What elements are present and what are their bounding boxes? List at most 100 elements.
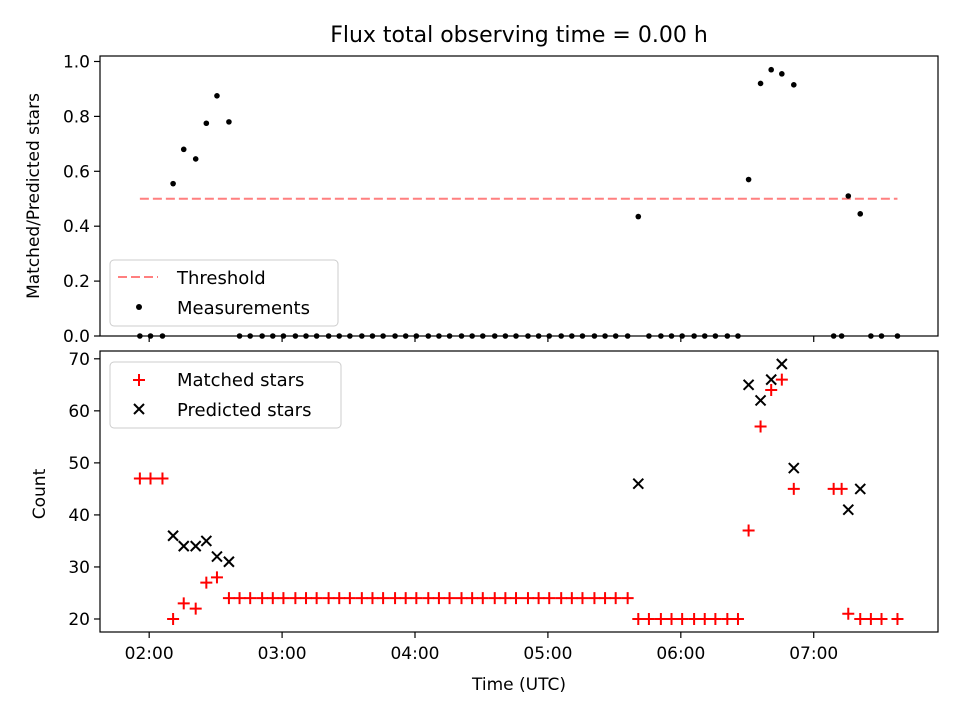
measurement-point [845, 193, 852, 199]
matched-star-point [466, 592, 479, 605]
count-legend-box [109, 361, 342, 429]
matched-star-point [875, 612, 888, 625]
ratio-y-tick-label: 1.0 [63, 52, 90, 72]
x-tick-label: 03:00 [258, 644, 307, 664]
matched-star-point [543, 592, 556, 605]
matched-star-point [609, 592, 622, 605]
matched-star-point [244, 592, 257, 605]
matched-star-point [177, 597, 190, 610]
legend-measurements-label: Measurements [177, 298, 310, 319]
matched-star-point [688, 612, 701, 625]
predicted-star-point [178, 540, 190, 552]
matched-star-point [200, 576, 213, 589]
count-y-tick-label: 30 [68, 558, 90, 578]
measurement-point [192, 156, 199, 162]
predicted-star-point [788, 462, 800, 474]
matched-star-point [532, 592, 545, 605]
matched-star-point [588, 592, 601, 605]
count-y-tick-label: 60 [68, 402, 90, 422]
predicted-star-point [776, 358, 788, 370]
predicted-star-point [842, 504, 854, 516]
matched-star-point [455, 592, 468, 605]
matched-star-point [864, 612, 877, 625]
matched-star-point [300, 592, 313, 605]
matched-star-point [322, 592, 335, 605]
matched-star-point [233, 592, 246, 605]
matched-star-point [621, 592, 634, 605]
matched-star-point [565, 592, 578, 605]
chart-title: Flux total observing time = 0.00 h [330, 23, 708, 48]
measurement-point [768, 66, 774, 73]
matched-star-point [366, 592, 379, 605]
measurement-point [226, 119, 232, 125]
measurement-point [214, 93, 220, 99]
ratio-y-tick-label: 0.2 [63, 272, 90, 292]
ratio-y-tick-label: 0.4 [63, 217, 90, 237]
matched-star-point [854, 612, 867, 625]
matched-star-point [891, 612, 904, 625]
matched-star-point [632, 612, 645, 625]
ratio-y-tick-label: 0.8 [63, 107, 90, 127]
matched-star-point [144, 472, 157, 485]
predicted-star-point [632, 477, 644, 490]
measurement-point [779, 71, 785, 77]
count-panel: 20 30 40 50 60 70 02:00 03:00 04:00 05:00 06:00 07… [30, 350, 939, 695]
matched-star-point [775, 373, 788, 386]
measurement-point [757, 80, 764, 87]
matched-star-point [476, 592, 489, 605]
matched-star-point [488, 592, 501, 605]
predicted-star-point [200, 535, 213, 547]
matched-star-point [266, 592, 279, 605]
matched-star-point [555, 592, 568, 605]
ratio-panel: 0.0 0.2 0.4 0.6 0.8 1.0 Matched/Predicted sta… [24, 52, 939, 347]
matched-star-point [709, 612, 722, 625]
matched-star-point [399, 592, 412, 605]
ratio-legend-box [109, 259, 339, 327]
matched-star-point [156, 472, 169, 485]
predicted-star-point [742, 379, 755, 391]
matched-star-point [742, 524, 755, 537]
matched-star-point [377, 592, 390, 605]
matched-star-point [167, 612, 180, 625]
matched-star-point [443, 592, 456, 605]
matched-star-point [343, 592, 356, 605]
predicted-star-point [854, 483, 866, 495]
matched-star-point [222, 592, 235, 605]
matched-star-point [389, 592, 402, 605]
matched-star-point [599, 592, 612, 605]
legend-threshold-label: Threshold [176, 268, 266, 289]
matched-star-point [510, 592, 523, 605]
legend-matched-label: Matched stars [177, 370, 304, 391]
measurement-point [203, 120, 210, 127]
matched-star-point [499, 592, 512, 605]
matched-star-point [521, 592, 534, 605]
count-y-tick-label: 40 [68, 506, 90, 526]
ratio-y-tick-label: 0.0 [63, 327, 90, 347]
count-y-axis-label: Count [30, 468, 50, 519]
measurement-point [745, 176, 752, 183]
ratio-y-axis-label: Matched/Predicted stars [24, 93, 44, 299]
matched-star-point [765, 384, 778, 397]
matched-star-point [676, 612, 689, 625]
count-axes-frame [99, 350, 939, 633]
matched-star-point [333, 592, 346, 605]
count-legend: Matched stars Predicted stars [109, 361, 342, 429]
matched-star-point [289, 592, 302, 605]
matched-star-point [665, 612, 678, 625]
x-tick-label: 04:00 [390, 644, 439, 664]
matched-star-point [576, 592, 589, 605]
matched-star-point [210, 571, 223, 584]
predicted-star-point [765, 373, 777, 386]
legend-matched-swatch [133, 374, 145, 386]
predicted-star-point [223, 556, 235, 568]
matched-star-point [310, 592, 323, 605]
matched-star-point [410, 592, 423, 605]
matched-star-point [642, 612, 655, 625]
matched-star-point [787, 482, 800, 495]
measurement-point [170, 180, 176, 187]
ratio-legend: Threshold Measurements [109, 259, 339, 327]
matched-star-point [842, 607, 855, 620]
matched-star-point [189, 602, 202, 615]
matched-star-point [754, 420, 767, 433]
